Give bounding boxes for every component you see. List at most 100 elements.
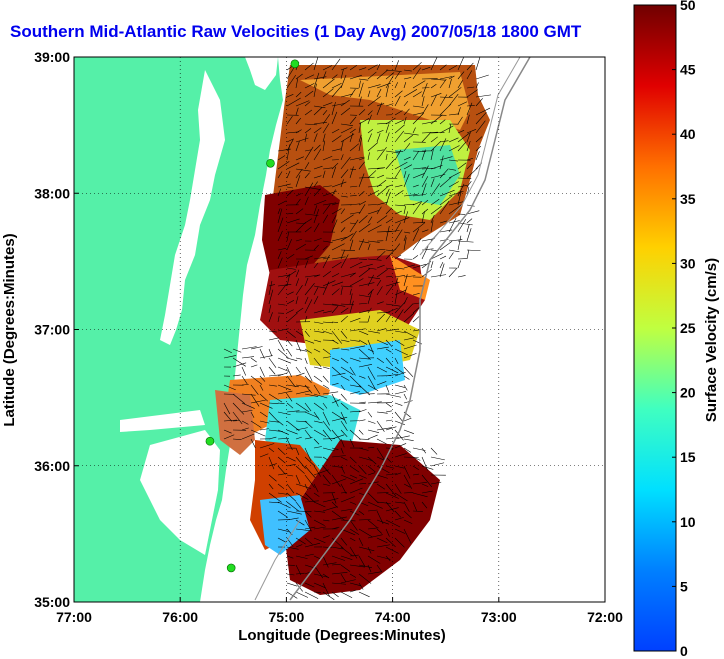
velocity-arrow [313,393,328,399]
velocity-arrow [448,113,460,116]
velocity-arrow [367,152,370,161]
velocity-arrow [358,80,361,89]
velocity-arrow [286,510,302,515]
velocity-arrow [322,310,332,314]
velocity-arrow [304,149,312,152]
velocity-arrow [295,456,306,469]
velocity-arrow [367,190,380,197]
velocity-arrow [367,384,379,392]
velocity-arrow [358,204,366,215]
velocity-arrow [475,112,487,125]
velocity-arrow [313,121,327,125]
velocity-arrow [349,519,358,531]
velocity-arrow [376,381,387,386]
velocity-arrow [322,245,328,251]
velocity-arrow [340,287,343,296]
velocity-arrow [286,339,293,347]
velocity-arrow [358,339,368,345]
velocity-arrow [376,465,390,474]
velocity-arrow [430,481,442,485]
velocity-arrow [448,252,454,260]
velocity-arrow [322,321,333,324]
velocity-arrow [259,402,273,409]
velocity-arrow [286,501,300,512]
velocity-arrow [340,285,353,288]
velocity-arrow [358,78,369,81]
velocity-arrow [394,124,405,134]
velocity-field [215,65,490,595]
velocity-arrow [331,591,339,598]
velocity-arrow [439,96,453,98]
velocity-arrow [277,208,281,215]
velocity-arrow [304,553,314,557]
velocity-arrow [340,315,348,323]
velocity-arrow [340,465,345,474]
velocity-arrow [376,501,391,504]
velocity-arrow [421,199,429,206]
velocity-arrow [367,240,380,243]
velocity-arrow [457,275,466,278]
velocity-arrow [295,193,302,197]
velocity-arrow [394,229,403,242]
velocity-arrow [439,168,449,179]
velocity-arrow [466,218,473,224]
velocity-arrow [412,91,422,98]
velocity-arrow [385,85,389,98]
velocity-arrow [295,100,310,107]
velocity-arrow [385,69,402,72]
velocity-arrow [349,288,352,296]
velocity-arrow [385,284,394,296]
velocity-arrow [466,70,473,80]
velocity-arrow [295,137,309,143]
velocity-arrow [313,309,325,314]
velocity-arrow [376,103,385,107]
velocity-arrow [277,171,283,179]
velocity-arrow [367,64,378,71]
velocity-arrow [313,127,322,134]
velocity-arrow [349,410,361,413]
velocity-arrow [394,402,403,406]
velocity-arrow [358,294,371,298]
velocity-arrow [295,296,299,305]
velocity-arrow [403,116,407,125]
velocity-arrow [331,330,342,344]
velocity-arrow [232,393,246,405]
velocity-arrow [358,564,372,568]
velocity-arrow [394,510,402,518]
velocity-arrow [394,161,408,170]
velocity-arrow [286,138,294,143]
velocity-arrow [358,582,364,590]
velocity-arrow [295,555,308,559]
velocity-arrow [295,260,299,269]
velocity-arrow [286,66,296,80]
bathymetry-contour-3 [254,519,301,601]
velocity-arrow [412,292,420,296]
velocity-arrow [457,235,462,251]
colorbar-label: Surface Velocity (cm/s) [703,258,720,422]
velocity-arrow [286,218,300,224]
velocity-arrow [457,130,465,134]
velocity-arrow [313,501,326,508]
velocity-arrow [376,483,386,490]
velocity-arrow [412,255,419,260]
velocity-arrow [304,411,319,419]
velocity-arrow [304,591,319,599]
velocity-arrow [403,237,407,251]
velocity-arrow [430,220,434,233]
velocity-arrow [439,200,450,215]
colorbar-tick-label: 50 [680,0,696,13]
velocity-arrow [367,429,380,434]
velocity-arrow [223,355,237,359]
velocity-arrow [412,510,423,512]
velocity-arrow [295,544,303,548]
velocity-arrow [340,169,349,179]
velocity-arrow [412,501,418,512]
velocity-arrow [286,312,298,323]
velocity-arrow [295,366,301,374]
velocity-arrow [304,465,316,479]
velocity-arrow [322,402,328,409]
velocity-arrows [223,57,492,601]
velocity-arrow [232,357,246,367]
velocity-arrow [286,273,291,287]
velocity-arrow [367,509,378,512]
